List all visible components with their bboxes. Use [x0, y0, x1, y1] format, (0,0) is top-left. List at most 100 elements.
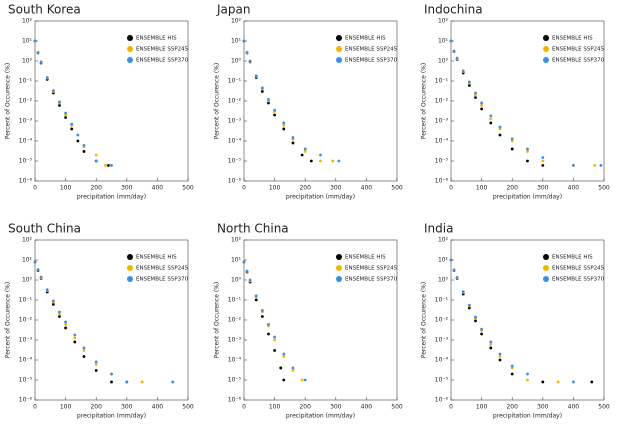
data-point	[64, 116, 67, 119]
legend-marker	[127, 276, 133, 282]
data-point	[36, 268, 40, 272]
x-tick-label: 400	[568, 185, 580, 192]
x-tick-label: 500	[598, 185, 610, 192]
data-point	[242, 39, 246, 43]
data-point	[489, 340, 493, 344]
data-point	[498, 355, 502, 358]
x-tick-label: 100	[269, 185, 281, 192]
data-point	[76, 139, 80, 143]
data-point	[248, 59, 252, 63]
data-point	[51, 89, 55, 93]
data-point	[599, 164, 603, 167]
y-tick-label: 10²	[438, 18, 449, 25]
data-point	[282, 378, 286, 382]
legend-label: ENSEMBLE HIS	[136, 36, 177, 42]
y-axis-title: Percent of Occurence (%)	[5, 63, 12, 139]
data-point	[467, 84, 471, 87]
x-tick-label: 400	[152, 185, 164, 192]
y-tick-label: 10⁻²	[435, 317, 449, 324]
x-tick-label: 0	[242, 404, 246, 411]
y-tick-label: 10⁻²	[435, 98, 449, 105]
data-point	[449, 258, 453, 262]
data-point	[64, 113, 67, 117]
data-point	[73, 340, 77, 344]
data-point	[455, 275, 459, 279]
data-point	[110, 380, 113, 384]
legend-marker	[543, 276, 549, 282]
data-point	[110, 164, 113, 167]
data-point	[58, 310, 61, 314]
data-point	[526, 378, 529, 382]
data-point	[455, 56, 459, 60]
x-axis-title: precipitation (mm/day)	[493, 413, 562, 420]
data-point	[58, 315, 61, 318]
legend-marker	[336, 254, 342, 260]
panel-title: South Korea	[8, 3, 81, 17]
plot-frame	[34, 20, 189, 182]
data-point	[300, 378, 304, 382]
data-point	[480, 107, 483, 111]
x-tick-label: 0	[449, 185, 453, 192]
data-point	[267, 323, 270, 326]
y-tick-label: 10⁰	[22, 277, 33, 284]
data-point	[510, 366, 514, 370]
data-point	[45, 76, 49, 79]
y-tick-label: 10⁻³	[435, 337, 449, 344]
data-point	[498, 352, 502, 356]
data-point	[51, 303, 55, 306]
data-point	[541, 156, 545, 159]
x-tick-label: 0	[33, 404, 37, 411]
legend-marker	[127, 46, 133, 52]
legend-label: ENSEMBLE HIS	[345, 36, 386, 42]
y-tick-label: 10⁻⁶	[19, 178, 33, 185]
y-tick-label: 10⁰	[438, 58, 449, 65]
y-tick-label: 10²	[438, 237, 449, 244]
data-point	[254, 294, 258, 298]
legend-label: ENSEMBLE SSP370	[345, 277, 398, 283]
plot-frame	[243, 20, 398, 182]
data-point	[242, 260, 246, 264]
legend-label: ENSEMBLE HIS	[552, 36, 593, 42]
data-point	[267, 101, 270, 105]
data-point	[64, 111, 67, 115]
data-point	[94, 363, 98, 366]
data-point	[64, 323, 67, 326]
x-tick-label: 0	[449, 404, 453, 411]
data-point	[489, 117, 493, 121]
plot-frame	[34, 239, 189, 401]
x-tick-label: 300	[537, 404, 549, 411]
y-tick-label: 10⁻⁵	[228, 377, 242, 384]
data-point	[526, 372, 529, 376]
data-point	[82, 349, 86, 352]
x-axis-title: precipitation (mm/day)	[286, 194, 355, 201]
data-point	[510, 139, 514, 143]
y-tick-label: 10⁻⁴	[228, 138, 242, 145]
data-point	[82, 355, 86, 358]
data-point	[474, 91, 477, 95]
data-point	[107, 164, 110, 167]
data-point	[260, 309, 264, 312]
data-point	[273, 335, 276, 339]
data-point	[82, 150, 86, 153]
y-tick-label: 10⁻⁶	[19, 397, 33, 404]
data-point	[58, 104, 61, 107]
data-point	[498, 133, 502, 137]
x-tick-label: 100	[476, 185, 488, 192]
data-point	[254, 298, 258, 302]
y-tick-label: 10²	[22, 237, 33, 244]
y-axis-title: Percent of Occurence (%)	[214, 63, 221, 139]
data-point	[510, 147, 514, 151]
data-point	[526, 147, 529, 151]
y-tick-label: 10⁻¹	[435, 78, 449, 85]
x-tick-label: 400	[568, 404, 580, 411]
x-tick-label: 300	[537, 185, 549, 192]
panel-title: Japan	[216, 3, 250, 17]
data-point	[273, 108, 276, 112]
y-tick-label: 10⁻²	[228, 98, 242, 105]
data-point	[282, 352, 286, 356]
legend-label: ENSEMBLE SSP245	[136, 266, 189, 272]
legend-marker	[336, 276, 342, 282]
y-tick-label: 10²	[231, 18, 242, 25]
panel-title: North China	[217, 222, 289, 236]
